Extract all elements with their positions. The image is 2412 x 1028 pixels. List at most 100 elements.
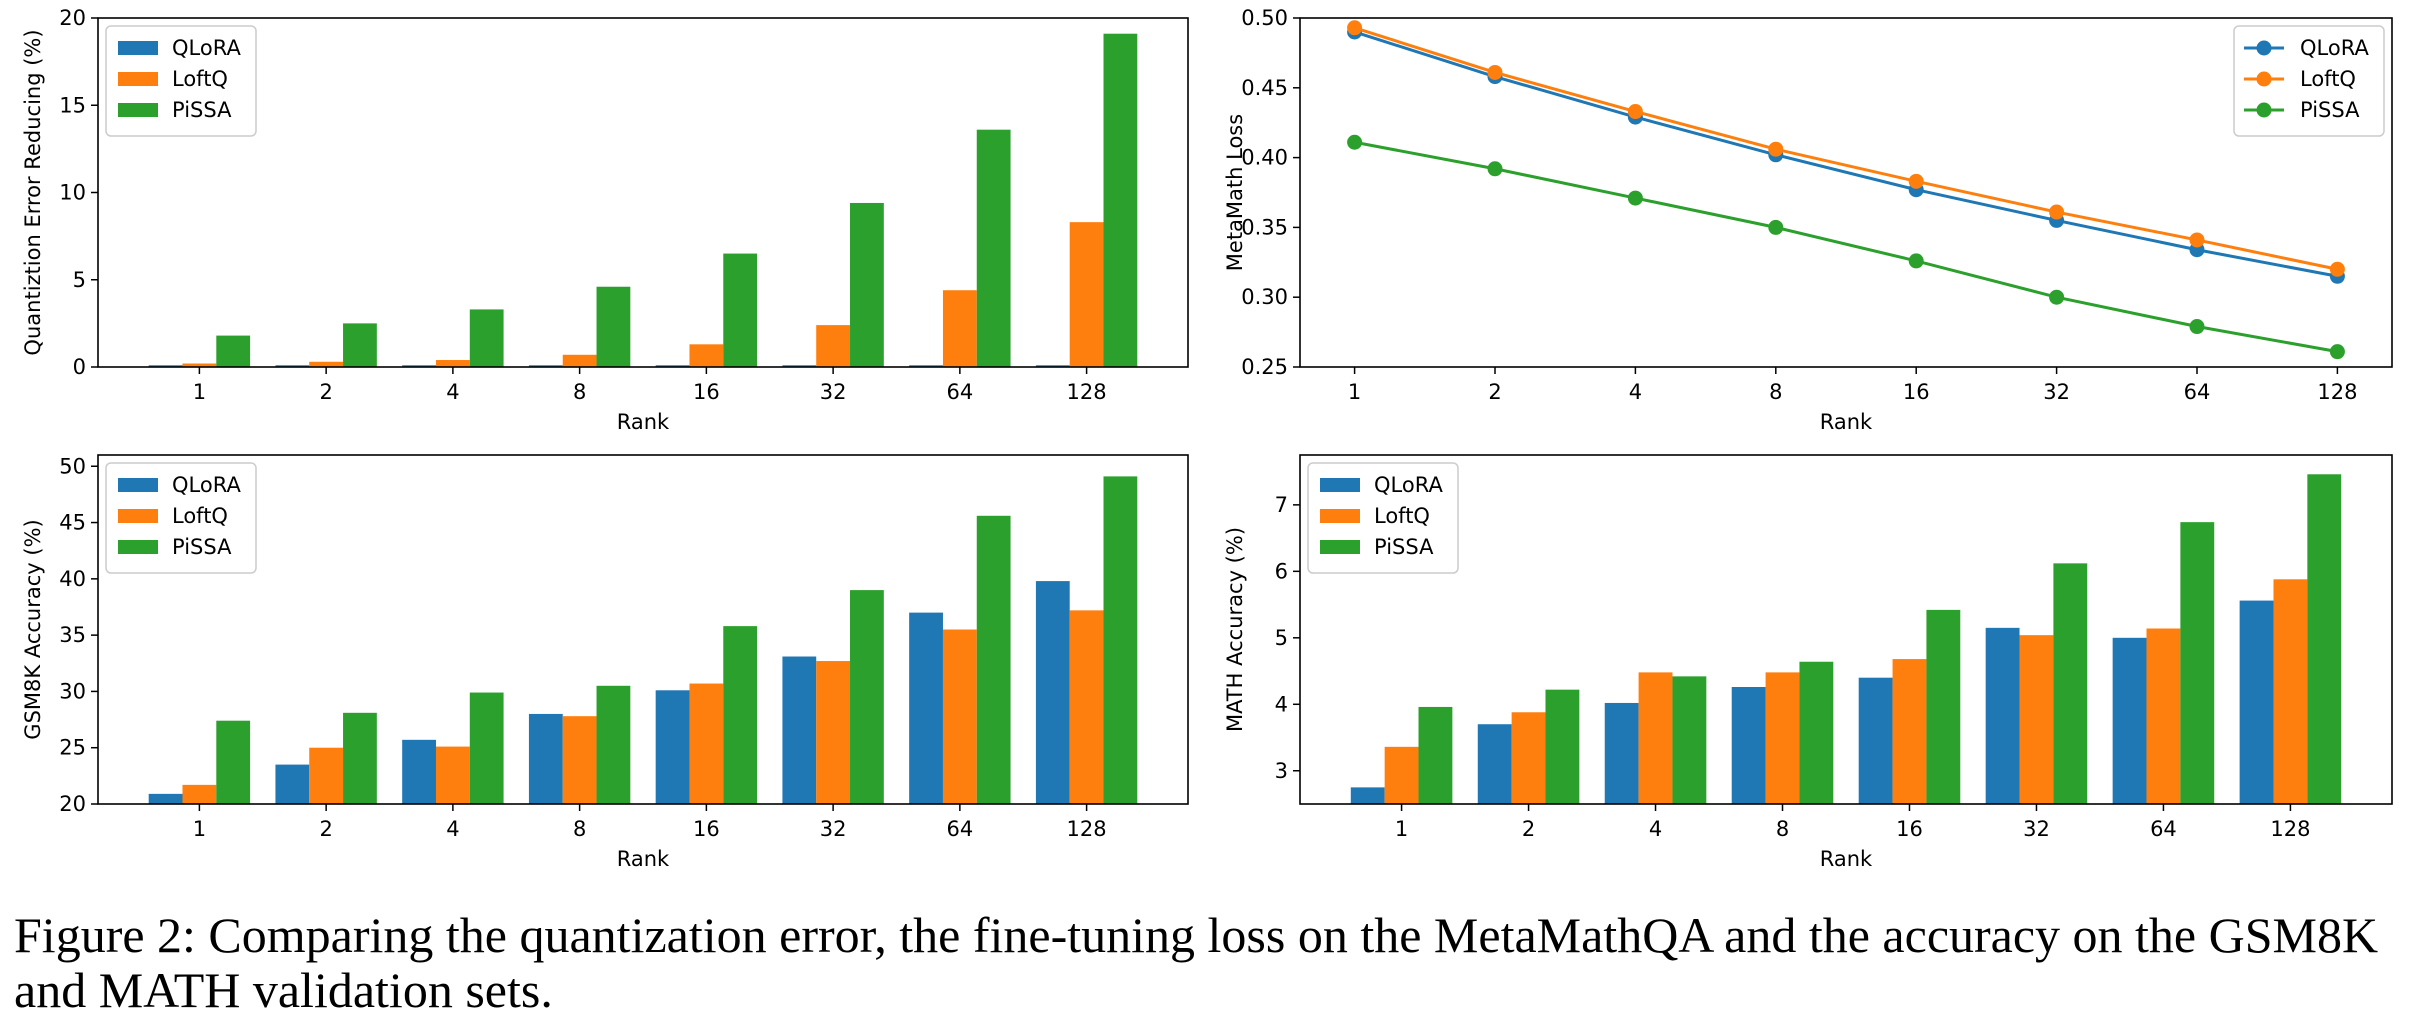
legend-label-qlora: QLoRA — [1374, 473, 1443, 497]
bar-loftq-2 — [309, 747, 344, 804]
bar-loftq-4 — [435, 746, 470, 804]
bar-loftq-128 — [1069, 610, 1104, 804]
legend-label-loftq: LoftQ — [172, 67, 228, 91]
x-tick-label: 1 — [193, 817, 206, 841]
x-tick-label: 4 — [446, 817, 459, 841]
y-tick-label: 0 — [73, 355, 86, 379]
x-tick-label: 64 — [2150, 817, 2177, 841]
bar-loftq-32 — [816, 325, 851, 367]
bar-pissa-4 — [469, 692, 504, 804]
legend-swatch-pissa — [1320, 540, 1360, 554]
x-tick-label: 4 — [1629, 380, 1642, 404]
x-tick-label: 128 — [2317, 380, 2357, 404]
point-pissa-8 — [1768, 219, 1784, 235]
bar-loftq-1 — [1384, 746, 1419, 804]
x-tick-label: 4 — [446, 380, 459, 404]
bar-loftq-4 — [435, 360, 470, 367]
bar-loftq-8 — [562, 716, 597, 804]
legend-marker-loftq — [2256, 71, 2272, 87]
bar-loftq-64 — [942, 629, 977, 804]
y-tick-label: 0.50 — [1241, 6, 1288, 30]
chart-panel-2: 1 2 4 8 16 32 64 128 0.25 0.30 0.35 0.40 0.45 0.50 Ran… — [1223, 6, 2393, 434]
bar-qlora-1 — [1350, 787, 1385, 804]
bar-pissa-1 — [216, 335, 251, 367]
line-qlora — [1354, 30, 2338, 278]
bar-qlora-8 — [528, 713, 563, 804]
bar-pissa-8 — [596, 685, 631, 804]
legend-label-qlora: QLoRA — [2300, 36, 2369, 60]
bar-pissa-16 — [1926, 609, 1961, 804]
chart-panel-3: 1 2 4 8 16 32 64 128 20 25 30 35 40 45 50 Rank GSM8K Acc… — [21, 454, 1189, 871]
bar-qlora-32 — [1985, 627, 2020, 804]
y-tick-label: 45 — [59, 511, 86, 535]
legend-swatch-loftq — [1320, 509, 1360, 523]
point-loftq-16 — [1908, 173, 1924, 189]
bar-loftq-8 — [1765, 672, 1800, 804]
bar-pissa-4 — [469, 309, 504, 367]
axes-frame — [1299, 454, 2393, 805]
axes-frame — [1299, 17, 2393, 368]
x-tick-label: 2 — [1488, 380, 1501, 404]
bar-pissa-32 — [850, 590, 884, 804]
point-pissa-1 — [1347, 134, 1363, 150]
bar-pissa-16 — [723, 253, 758, 367]
x-tick-label: 16 — [1903, 380, 1930, 404]
legend: QLoRA LoftQ PiSSA — [2233, 25, 2385, 137]
chart-panel-1: 1 2 4 8 16 32 64 128 0 5 10 15 20 Rank Quantiztion Err… — [21, 6, 1189, 434]
point-pissa-2 — [1487, 161, 1503, 177]
line-pissa — [1354, 140, 2338, 354]
bar-qlora-8 — [528, 365, 563, 367]
y-tick-label: 6 — [1275, 559, 1288, 583]
point-loftq-8 — [1768, 141, 1784, 157]
bar-qlora-128 — [1035, 581, 1070, 804]
bar-pissa-4 — [1672, 676, 1707, 804]
figure-caption: Figure 2: Comparing the quantization err… — [14, 907, 2379, 1018]
x-tick-label: 2 — [319, 817, 332, 841]
bar-qlora-16 — [655, 365, 690, 367]
x-tick-label: 64 — [946, 817, 973, 841]
bar-qlora-16 — [655, 690, 690, 804]
y-tick-label: 20 — [59, 6, 86, 30]
bar-qlora-32 — [782, 365, 817, 367]
axes-frame — [97, 17, 1189, 368]
y-tick-label: 20 — [59, 792, 86, 816]
point-pissa-16 — [1908, 253, 1924, 269]
x-tick-label: 16 — [1896, 817, 1923, 841]
x-tick-label: 1 — [1348, 380, 1361, 404]
bar-pissa-1 — [216, 720, 251, 804]
bar-qlora-4 — [1604, 702, 1639, 804]
x-tick-label: 32 — [820, 817, 847, 841]
bar-qlora-8 — [1731, 687, 1766, 804]
bar-qlora-2 — [1477, 724, 1512, 804]
bar-pissa-8 — [596, 286, 631, 367]
bar-pissa-64 — [976, 515, 1011, 804]
bar-qlora-2 — [275, 365, 310, 367]
x-tick-label: 32 — [820, 380, 847, 404]
legend-label-pissa: PiSSA — [172, 98, 232, 122]
bar-loftq-1 — [182, 784, 217, 804]
bar-loftq-4 — [1638, 672, 1673, 804]
bar-qlora-16 — [1858, 677, 1893, 804]
legend: QLoRA LoftQ PiSSA — [105, 462, 257, 574]
bar-pissa-8 — [1799, 661, 1834, 804]
x-tick-label: 16 — [693, 817, 720, 841]
bar-loftq-64 — [942, 290, 977, 367]
x-tick-label: 2 — [319, 380, 332, 404]
legend-label-pissa: PiSSA — [172, 535, 232, 559]
x-axis-label: Rank — [1820, 847, 1873, 871]
x-tick-label: 16 — [693, 380, 720, 404]
bar-pissa-32 — [2053, 563, 2088, 804]
y-tick-label: 10 — [59, 181, 86, 205]
bar-pissa-64 — [976, 129, 1011, 367]
bar-loftq-64 — [2146, 628, 2181, 804]
point-loftq-1 — [1347, 20, 1363, 36]
x-axis-label: Rank — [617, 410, 670, 434]
x-tick-label: 2 — [1522, 817, 1535, 841]
y-tick-label: 7 — [1275, 493, 1288, 517]
point-loftq-2 — [1487, 64, 1503, 80]
bar-pissa-2 — [1545, 689, 1580, 804]
x-tick-label: 32 — [2023, 817, 2050, 841]
legend-swatch-loftq — [118, 509, 158, 523]
bar-loftq-2 — [309, 361, 344, 367]
legend-label-pissa: PiSSA — [1374, 535, 1434, 559]
